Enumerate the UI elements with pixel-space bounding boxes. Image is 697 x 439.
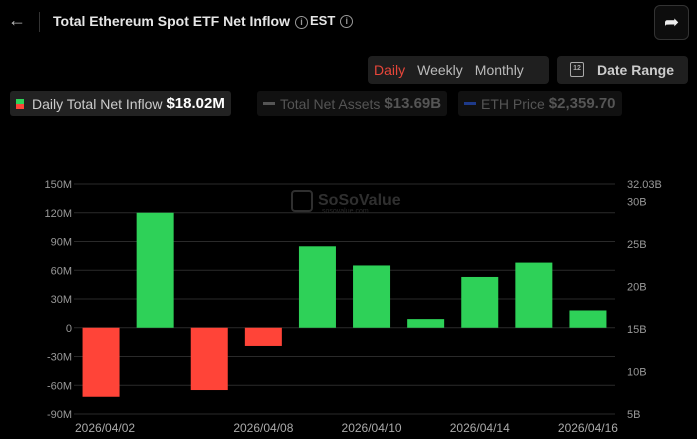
arrow-left-icon[interactable]: ← bbox=[8, 10, 26, 30]
x-tick-label: 2026/04/10 bbox=[342, 421, 402, 435]
y-tick-label: -30M bbox=[47, 352, 72, 364]
calendar-icon: 12 bbox=[570, 62, 584, 77]
y-tick-label: 150M bbox=[44, 179, 72, 191]
bar-2026/04/10[interactable] bbox=[353, 265, 391, 328]
y-tick-label: 120M bbox=[44, 208, 72, 220]
share-button[interactable]: ➦ bbox=[654, 5, 689, 40]
x-tick-label: 2026/04/14 bbox=[450, 421, 510, 435]
tab-weekly[interactable]: Weekly bbox=[417, 62, 463, 78]
legend-swatch bbox=[16, 98, 24, 109]
y-right-tick-label: 20B bbox=[627, 281, 647, 293]
watermark-text: SoSoValue bbox=[318, 192, 401, 209]
bar-2026/04/13[interactable] bbox=[407, 319, 445, 328]
legend-total-net-assets[interactable]: Total Net Assets $13.69B bbox=[257, 91, 448, 116]
legend-swatch bbox=[263, 102, 275, 105]
y-tick-label: -90M bbox=[47, 409, 72, 421]
timezone: EST i bbox=[310, 13, 354, 29]
bar-2026/04/02[interactable] bbox=[82, 327, 120, 397]
y-tick-label: -60M bbox=[47, 380, 72, 392]
bar-2026/04/06[interactable] bbox=[136, 212, 174, 328]
period-selector: Daily Weekly Monthly bbox=[368, 56, 549, 84]
legend-value: $13.69B bbox=[384, 95, 442, 112]
y-right-tick-label: 5B bbox=[627, 409, 640, 421]
tab-monthly[interactable]: Monthly bbox=[474, 62, 524, 78]
info-icon[interactable]: i bbox=[340, 15, 354, 29]
header: ← Total Ethereum Spot ETF Net Inflow i ES… bbox=[0, 0, 697, 44]
bar-2026/04/15[interactable] bbox=[515, 262, 553, 328]
legend-value: $18.02M bbox=[166, 95, 225, 112]
date-range-button[interactable]: 12 Date Range bbox=[557, 56, 688, 84]
y-tick-label: 0 bbox=[66, 323, 72, 335]
y-tick-label: 60M bbox=[51, 265, 72, 277]
timezone-text: EST bbox=[310, 13, 336, 28]
bar-2026/04/07[interactable] bbox=[190, 327, 228, 391]
info-icon[interactable]: i bbox=[294, 15, 308, 29]
y-right-tick-label: 32.03B bbox=[627, 179, 662, 191]
watermark-url: sosovalue.com bbox=[322, 208, 369, 215]
legend-label: ETH Price bbox=[481, 95, 545, 112]
date-range-label: Date Range bbox=[597, 62, 675, 78]
legend-value: $2,359.70 bbox=[548, 95, 616, 112]
y-tick-label: 30M bbox=[51, 294, 72, 306]
divider bbox=[39, 12, 40, 32]
legend-label: Daily Total Net Inflow bbox=[32, 95, 163, 112]
legend-daily-net-inflow[interactable]: Daily Total Net Inflow $18.02M bbox=[10, 91, 231, 116]
bar-2026/04/16[interactable] bbox=[569, 310, 607, 328]
bar-2026/04/14[interactable] bbox=[461, 276, 499, 328]
x-tick-label: 2026/04/16 bbox=[558, 421, 618, 435]
title-text: Total Ethereum Spot ETF Net Inflow bbox=[53, 13, 290, 29]
watermark-logo-icon bbox=[291, 190, 313, 212]
y-tick-label: 90M bbox=[51, 237, 72, 249]
x-tick-label: 2026/04/08 bbox=[233, 421, 293, 435]
y-right-tick-label: 30B bbox=[627, 196, 647, 208]
x-tick-label: 2026/04/02 bbox=[75, 421, 135, 435]
legend-swatch bbox=[464, 102, 476, 105]
legend-eth-price[interactable]: ETH Price $2,359.70 bbox=[458, 91, 622, 116]
tab-daily[interactable]: Daily bbox=[374, 62, 406, 78]
page-title: Total Ethereum Spot ETF Net Inflow i bbox=[53, 13, 308, 29]
legend-label: Total Net Assets bbox=[280, 95, 381, 112]
y-right-tick-label: 10B bbox=[627, 366, 647, 378]
share-icon: ➦ bbox=[663, 12, 680, 32]
watermark: SoSoValue sosovalue.com bbox=[291, 190, 401, 215]
bar-2026/04/08[interactable] bbox=[244, 327, 282, 346]
y-right-tick-label: 25B bbox=[627, 239, 647, 251]
bar-2026/04/09[interactable] bbox=[298, 246, 336, 328]
y-right-tick-label: 15B bbox=[627, 324, 647, 336]
